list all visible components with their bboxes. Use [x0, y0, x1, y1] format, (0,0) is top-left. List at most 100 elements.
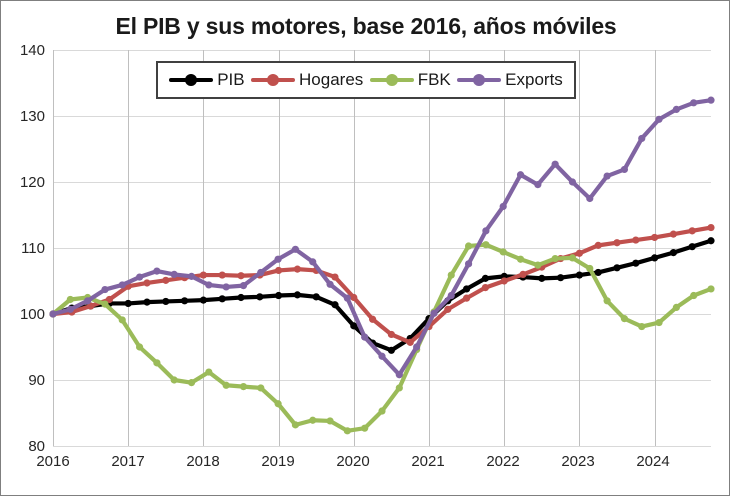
- gridline-vertical: [354, 50, 355, 446]
- data-point-marker: [395, 371, 403, 379]
- legend-item-pib[interactable]: PIB: [169, 70, 245, 90]
- data-point-marker: [516, 171, 525, 179]
- data-point-marker: [447, 291, 455, 300]
- data-point-marker: [326, 417, 334, 425]
- data-point-marker: [638, 322, 646, 331]
- data-point-marker: [237, 293, 245, 302]
- data-point-marker: [199, 296, 207, 304]
- data-point-marker: [482, 227, 490, 235]
- data-point-marker: [274, 400, 282, 408]
- data-point-marker: [534, 181, 542, 189]
- gridline-vertical: [53, 50, 54, 446]
- data-point-marker: [651, 254, 659, 262]
- legend-line-marker-icon: [251, 73, 296, 87]
- data-point-marker: [499, 202, 507, 211]
- y-axis-tick-label: 110: [21, 240, 45, 257]
- legend-item-exports[interactable]: Exports: [457, 70, 563, 90]
- data-point-marker: [309, 258, 317, 266]
- data-point-marker: [84, 297, 92, 305]
- plot-area: [49, 50, 715, 447]
- series-line: [50, 225, 714, 345]
- data-point-marker: [153, 359, 161, 367]
- data-point-marker: [586, 264, 594, 273]
- data-point-marker: [482, 241, 490, 249]
- chart-legend: PIB Hogares FBK Exports: [156, 61, 576, 99]
- y-axis-tick-label: 140: [19, 42, 45, 59]
- data-point-marker: [594, 268, 602, 277]
- legend-label: FBK: [417, 70, 451, 89]
- data-point-marker: [199, 271, 207, 279]
- data-point-marker: [205, 368, 213, 376]
- data-point-marker: [516, 255, 525, 263]
- data-point-marker: [143, 298, 151, 306]
- data-point-marker: [124, 299, 132, 308]
- data-point-marker: [557, 274, 565, 282]
- legend-label: Hogares: [299, 70, 364, 89]
- data-point-marker: [444, 305, 452, 313]
- x-axis-tick-label: 2024: [636, 453, 670, 470]
- data-point-marker: [162, 276, 170, 284]
- gridline-horizontal: [53, 380, 711, 381]
- legend-item-fbk[interactable]: FBK: [369, 70, 451, 90]
- gridline-horizontal: [53, 248, 711, 249]
- x-axis-tick-label: 2022: [486, 453, 520, 470]
- data-point-marker: [66, 305, 74, 313]
- data-point-marker: [256, 293, 264, 301]
- data-point-marker: [293, 291, 301, 299]
- data-point-marker: [707, 96, 715, 104]
- x-axis-tick-label: 2017: [111, 453, 145, 470]
- legend-line-marker-icon: [169, 73, 214, 87]
- data-point-marker: [707, 223, 715, 232]
- data-point-marker: [118, 316, 126, 324]
- data-point-marker: [620, 165, 629, 174]
- data-point-marker: [218, 271, 226, 279]
- data-point-marker: [575, 271, 584, 279]
- series-exports: [49, 96, 715, 379]
- x-axis-tick-label: 2016: [36, 453, 70, 470]
- data-point-marker: [603, 172, 611, 180]
- data-point-marker: [222, 381, 230, 389]
- data-point-marker: [135, 273, 144, 281]
- data-point-marker: [669, 249, 678, 257]
- data-point-marker: [239, 383, 248, 391]
- series-hogares: [49, 223, 715, 346]
- data-point-marker: [632, 259, 640, 267]
- data-point-marker: [603, 297, 611, 305]
- series-pib: [49, 237, 715, 354]
- data-point-marker: [499, 248, 507, 256]
- data-point-marker: [378, 352, 386, 360]
- data-point-marker: [101, 285, 109, 294]
- data-point-marker: [651, 233, 659, 242]
- y-axis-tick-label: 120: [19, 174, 45, 191]
- series-plot: [49, 96, 715, 435]
- data-point-marker: [551, 254, 559, 263]
- data-point-marker: [387, 330, 395, 339]
- data-point-marker: [632, 236, 640, 244]
- data-point-marker: [690, 99, 698, 107]
- y-axis-tick-label: 90: [28, 372, 45, 389]
- data-point-marker: [481, 284, 489, 292]
- data-point-marker: [690, 291, 698, 300]
- data-point-marker: [519, 270, 527, 278]
- data-point-marker: [369, 315, 377, 323]
- series-line: [50, 238, 714, 353]
- data-point-marker: [274, 255, 282, 263]
- data-point-marker: [447, 271, 455, 279]
- data-point-marker: [613, 264, 621, 272]
- x-axis-tick-label: 2019: [261, 453, 295, 470]
- data-point-marker: [586, 194, 594, 203]
- data-point-marker: [707, 237, 715, 245]
- data-point-marker: [387, 346, 395, 354]
- data-point-marker: [361, 333, 369, 341]
- data-point-marker: [361, 424, 369, 432]
- legend-item-hogares[interactable]: Hogares: [251, 70, 363, 90]
- data-point-marker: [613, 239, 621, 247]
- data-point-marker: [538, 274, 546, 282]
- data-point-marker: [688, 243, 696, 251]
- legend-label: PIB: [217, 70, 245, 89]
- x-axis-tick-label: 2018: [186, 453, 220, 470]
- y-axis-tick-label: 100: [19, 306, 45, 323]
- data-point-marker: [464, 242, 473, 250]
- data-point-marker: [500, 277, 508, 285]
